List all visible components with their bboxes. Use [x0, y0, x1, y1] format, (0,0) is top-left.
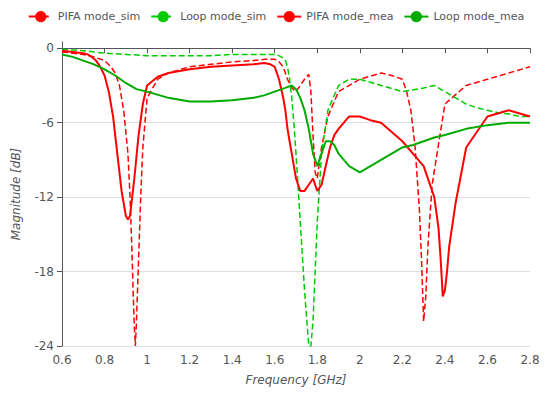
svg-text:1.4: 1.4 [223, 353, 242, 367]
svg-text:1.8: 1.8 [308, 353, 327, 367]
svg-text:1.6: 1.6 [265, 353, 284, 367]
svg-text:0: 0 [46, 41, 54, 55]
svg-text:2.8: 2.8 [520, 353, 539, 367]
svg-text:1: 1 [143, 353, 151, 367]
svg-text:Loop mode_sim: Loop mode_sim [180, 10, 266, 23]
svg-text:-6: -6 [42, 116, 54, 130]
svg-text:-24: -24 [34, 339, 54, 353]
svg-text:Frequency [GHz]: Frequency [GHz] [246, 373, 347, 387]
svg-text:Loop mode_mea: Loop mode_mea [433, 10, 524, 23]
svg-text:2.6: 2.6 [478, 353, 497, 367]
svg-text:2.4: 2.4 [435, 353, 454, 367]
svg-text:PIFA mode_mea: PIFA mode_mea [306, 10, 393, 23]
svg-text:1.2: 1.2 [180, 353, 199, 367]
svg-text:0.8: 0.8 [95, 353, 114, 367]
svg-text:-18: -18 [34, 265, 54, 279]
svg-text:2.2: 2.2 [393, 353, 412, 367]
svg-text:0.6: 0.6 [52, 353, 71, 367]
svg-text:Magnitude [dB]: Magnitude [dB] [9, 147, 23, 240]
svg-text:PIFA mode_sim: PIFA mode_sim [58, 10, 140, 23]
svg-text:2: 2 [356, 353, 364, 367]
svg-text:-12: -12 [34, 190, 54, 204]
